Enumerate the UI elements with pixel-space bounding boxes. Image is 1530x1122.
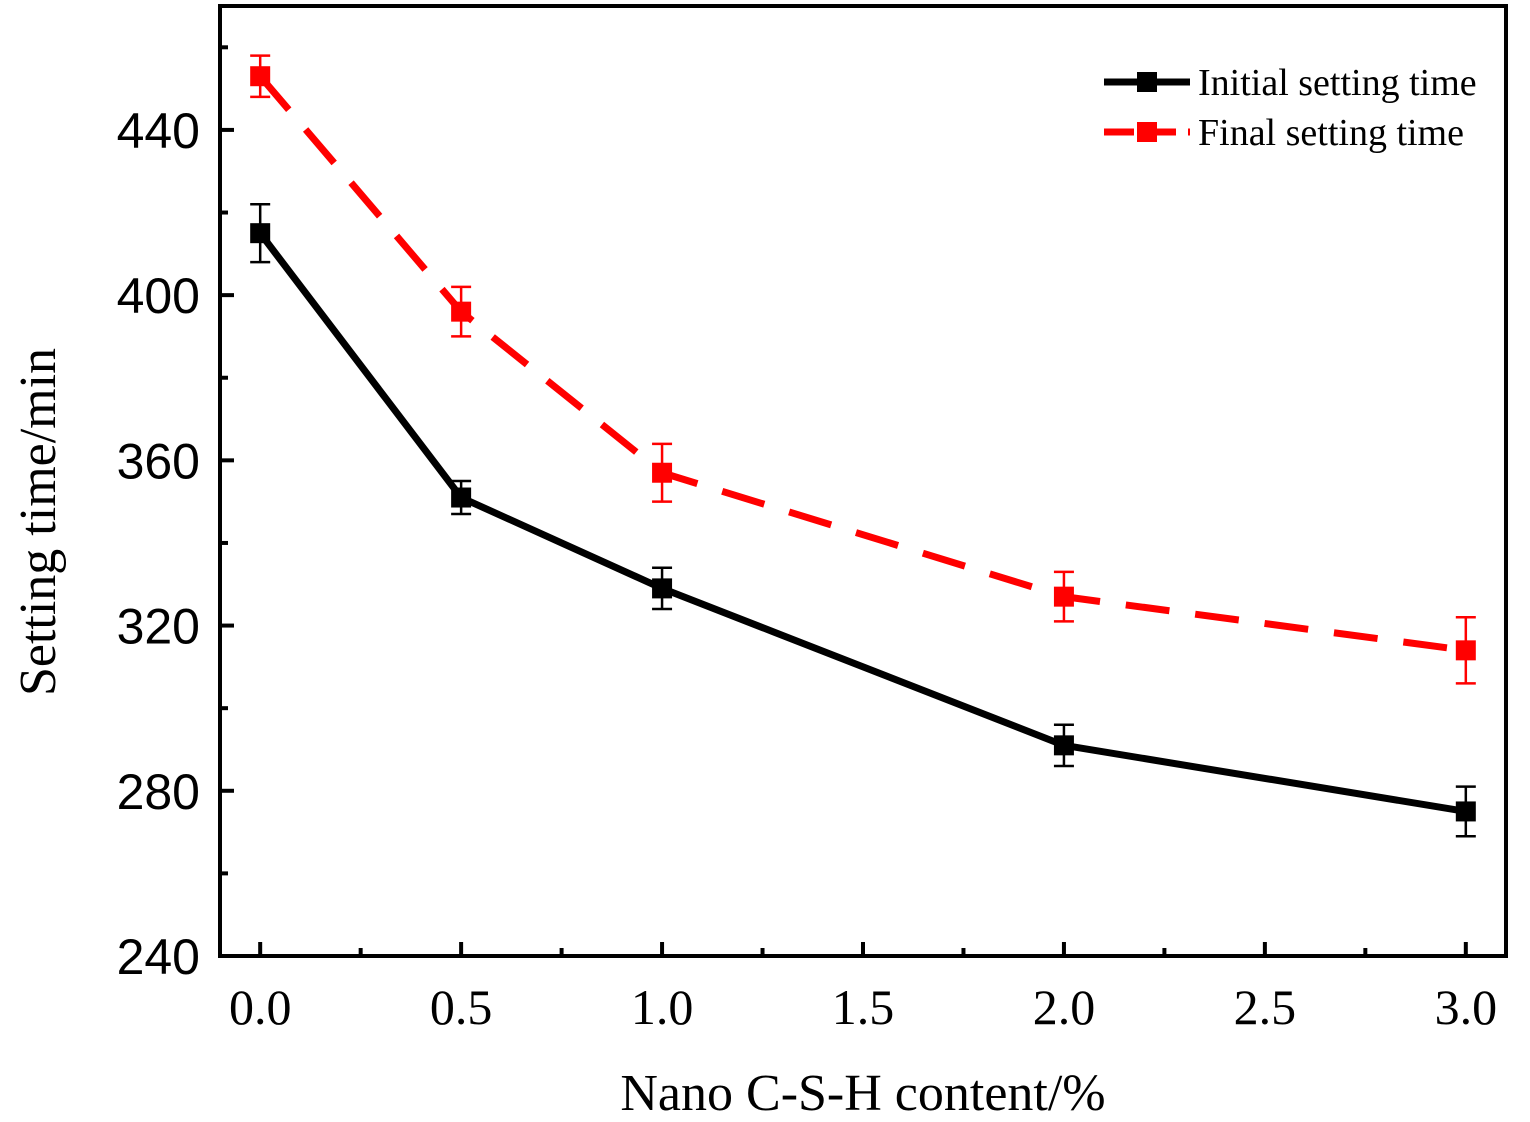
x-tick-label: 1.0 xyxy=(631,979,694,1035)
legend-label: Final setting time xyxy=(1198,112,1464,154)
x-tick-label: 0.0 xyxy=(229,979,292,1035)
legend-marker xyxy=(1137,72,1157,92)
series-initial-setting-time xyxy=(250,203,1476,838)
data-point xyxy=(652,462,673,483)
data-point xyxy=(250,223,271,244)
y-tick-label: 440 xyxy=(117,103,200,159)
data-point xyxy=(652,578,673,599)
tick-layer: 240 280 320 360 400 440 0.0 0.5 1.0 1.5 2.0 2.5 3.0 xyxy=(117,45,1498,1035)
series-line xyxy=(257,73,1467,654)
y-tick-label: 320 xyxy=(117,599,200,655)
data-point xyxy=(1455,801,1476,822)
data-point xyxy=(1455,640,1476,661)
legend-label: Initial setting time xyxy=(1198,62,1477,104)
legend-entry: Initial setting time xyxy=(1104,62,1477,104)
x-tick-label: 2.5 xyxy=(1234,979,1297,1035)
x-tick-label: 3.0 xyxy=(1435,979,1498,1035)
data-point xyxy=(250,66,271,87)
series-line xyxy=(257,231,1467,815)
y-tick-label: 400 xyxy=(117,268,200,324)
x-tick-label: 1.5 xyxy=(832,979,895,1035)
data-point xyxy=(1053,735,1074,756)
data-point xyxy=(451,301,472,322)
legend-marker xyxy=(1137,122,1157,142)
x-axis-label: Nano C-S-H content/% xyxy=(620,1065,1105,1122)
data-point xyxy=(451,487,472,508)
series-layer xyxy=(250,54,1476,838)
y-tick-label: 280 xyxy=(117,764,200,820)
x-tick-label: 0.5 xyxy=(430,979,493,1035)
legend-entry: Final setting time xyxy=(1104,112,1464,154)
legend: Initial setting time Final setting time xyxy=(1104,62,1477,154)
data-point xyxy=(1053,586,1074,607)
y-tick-label: 360 xyxy=(117,433,200,489)
series-final-setting-time xyxy=(250,54,1476,685)
x-tick-label: 2.0 xyxy=(1033,979,1096,1035)
y-axis-label: Setting time/min xyxy=(10,348,67,696)
y-tick-label: 240 xyxy=(117,929,200,985)
